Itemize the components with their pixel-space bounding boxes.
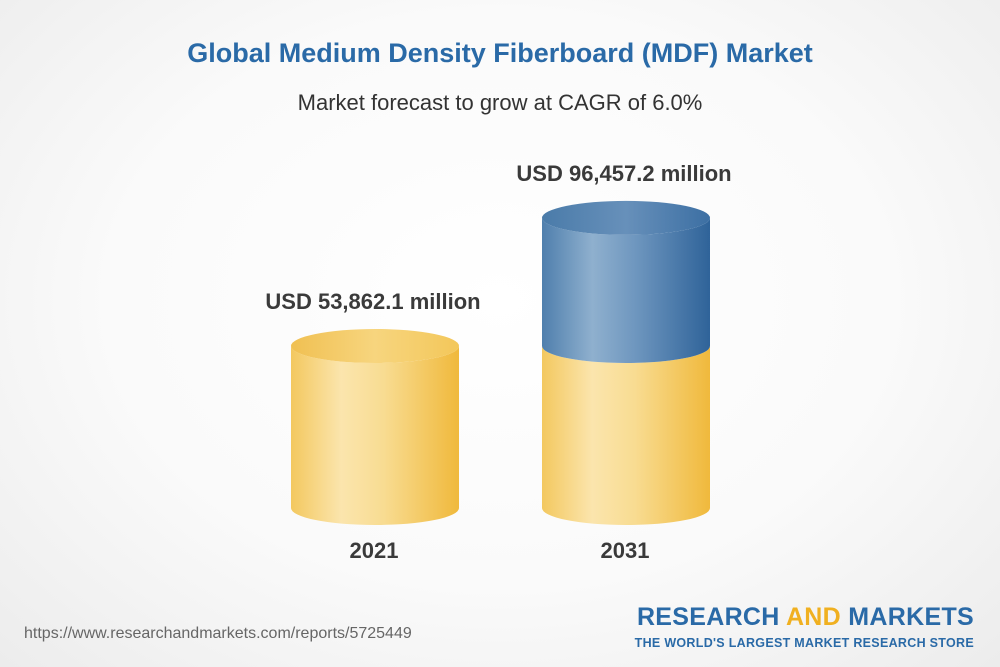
bar-2021-base: [291, 346, 459, 525]
brand-part-markets: MARKETS: [841, 603, 974, 631]
bar-2031-top: [542, 200, 710, 235]
category-label: 2021: [350, 538, 399, 563]
bar-2021-top: [291, 329, 459, 363]
brand-part-and: AND: [785, 603, 842, 631]
value-label: USD 53,862.1 million: [265, 289, 480, 314]
value-label: USD 96,457.2 million: [516, 161, 731, 186]
chart-title: Global Medium Density Fiberboard (MDF) M…: [187, 38, 813, 68]
bar-2031-growth: [542, 217, 710, 363]
source-url[interactable]: https://www.researchandmarkets.com/repor…: [24, 625, 412, 642]
bar-2031-base: [542, 346, 710, 525]
chart-subtitle: Market forecast to grow at CAGR of 6.0%: [297, 90, 703, 115]
brand-logo: RESEARCH AND MARKETS: [637, 603, 974, 632]
category-label: 2031: [601, 538, 650, 563]
brand-part-research: RESEARCH: [636, 603, 786, 631]
brand-tagline: THE WORLD'S LARGEST MARKET RESEARCH STOR…: [634, 636, 974, 650]
